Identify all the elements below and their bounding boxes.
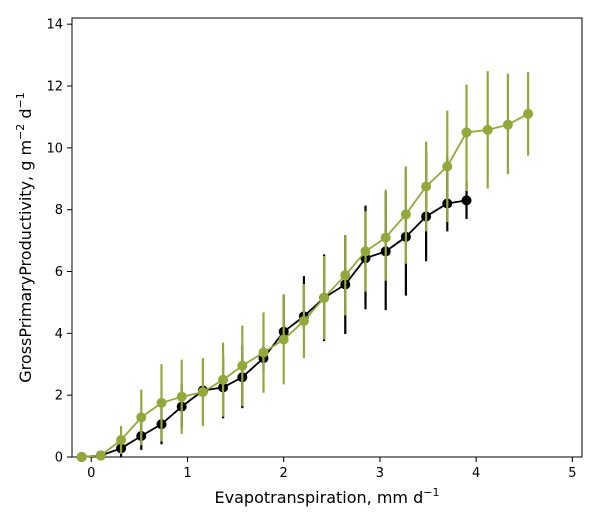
y-tick-label: 6 [55, 265, 63, 280]
y-axis-title-text: GrossPrimaryProductivity, g m [16, 140, 35, 383]
y-axis-title-exponent-1: −2 [14, 124, 27, 140]
y-tick-label: 14 [46, 18, 63, 33]
y-axis-title-exponent-2: −1 [14, 92, 27, 108]
data-point [400, 209, 411, 220]
data-point [95, 450, 106, 461]
data-point [237, 360, 248, 371]
data-point [258, 347, 269, 358]
data-point [340, 270, 351, 281]
y-axis-title-mid: d [16, 108, 35, 123]
data-point [461, 195, 472, 206]
x-axis: 0 1 2 3 4 5 [87, 457, 577, 481]
data-point [76, 452, 87, 462]
x-tick-label: 2 [280, 466, 288, 481]
data-point [278, 334, 289, 345]
x-tick-label: 3 [376, 466, 384, 481]
y-tick-label: 10 [46, 141, 63, 156]
y-axis: 0 2 4 6 8 10 12 14 [46, 18, 72, 466]
data-point [360, 246, 371, 257]
y-tick-label: 0 [55, 451, 63, 466]
x-tick-label: 5 [568, 466, 576, 481]
y-tick-label: 12 [46, 80, 63, 95]
data-point [523, 108, 534, 119]
y-tick-label: 8 [55, 203, 63, 218]
data-point [442, 161, 453, 172]
x-axis-title: Evapotranspiration, mm d−1 [215, 486, 440, 507]
data-point [319, 292, 330, 303]
data-point [380, 232, 391, 243]
data-point [482, 124, 493, 135]
y-tick-label: 2 [55, 389, 63, 404]
data-point [298, 315, 309, 326]
data-point [218, 374, 229, 385]
x-tick-label: 1 [183, 466, 191, 481]
x-tick-label: 4 [472, 466, 480, 481]
axes-frame [71, 17, 583, 458]
data-point [502, 119, 513, 130]
data-point [421, 181, 432, 192]
data-point [116, 434, 127, 445]
data-point [461, 127, 472, 138]
y-axis-title: GrossPrimaryProductivity, g m−2 d−1 [14, 92, 35, 382]
x-axis-title-exponent: −1 [423, 486, 439, 499]
x-axis-title-text: Evapotranspiration, mm d [215, 488, 424, 507]
data-point [197, 387, 208, 398]
data-point [136, 412, 147, 423]
series-layer [76, 71, 534, 462]
x-tick-label: 0 [87, 466, 95, 481]
data-point [176, 391, 187, 402]
y-tick-label: 4 [55, 327, 63, 342]
data-point [156, 397, 167, 408]
series-2 [76, 71, 534, 462]
